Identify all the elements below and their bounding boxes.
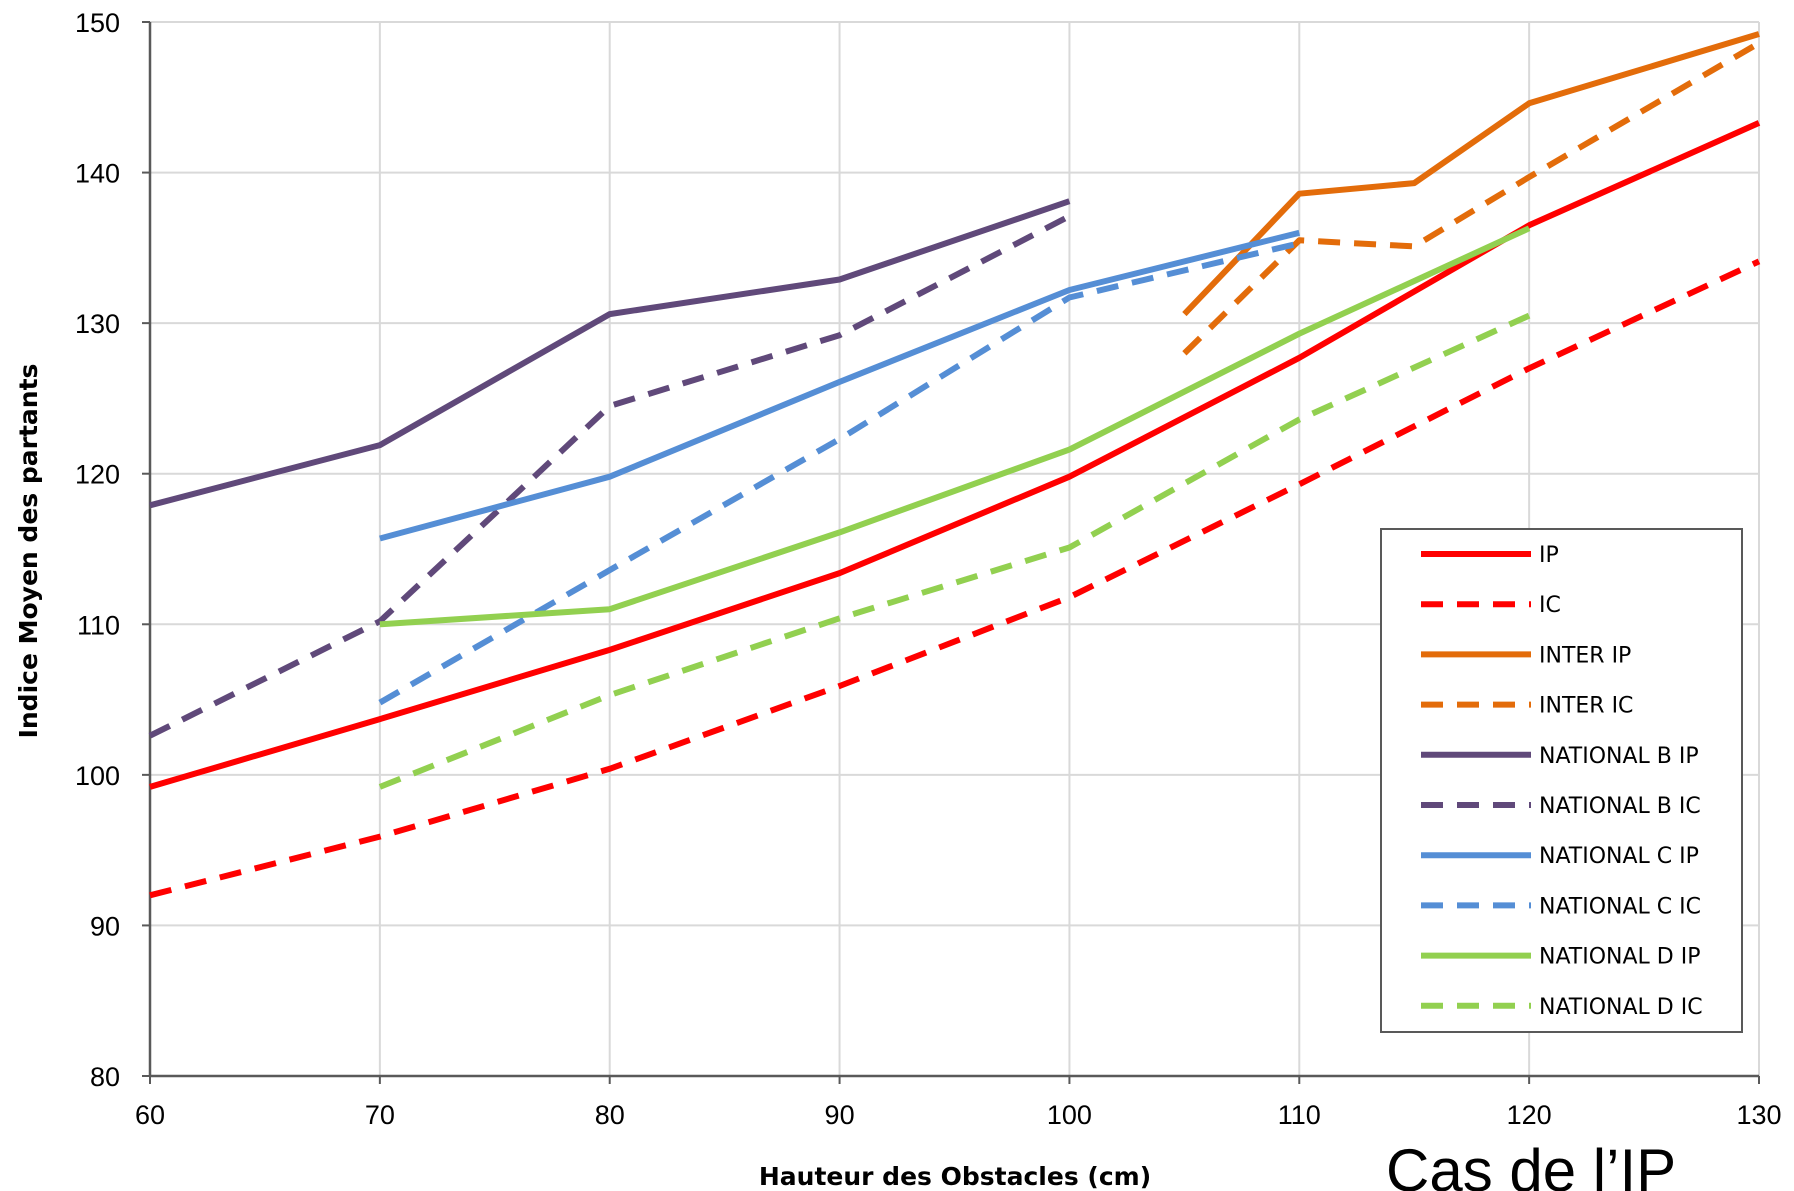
x-axis-title: Hauteur des Obstacles (cm) [759, 1162, 1151, 1191]
legend-label: NATIONAL B IP [1539, 744, 1699, 769]
y-tick-label: 110 [77, 610, 120, 640]
y-tick-label: 130 [75, 309, 120, 339]
y-tick-label: 120 [75, 460, 120, 490]
legend-label: INTER IP [1539, 643, 1631, 668]
series-line-national-d-ic [378, 312, 1531, 790]
series-line-ic [149, 258, 1761, 899]
legend-label: NATIONAL C IP [1539, 844, 1699, 869]
legend-label: NATIONAL B IC [1539, 794, 1701, 819]
y-tick-label: 100 [75, 761, 120, 791]
annotation-text: Cas de l’IP [1386, 1137, 1676, 1191]
series-line-national-c-ic [378, 240, 1300, 706]
legend-label: NATIONAL D IC [1539, 995, 1703, 1020]
legend-label: IP [1539, 543, 1559, 568]
series-line-national-b-ip [149, 198, 1071, 509]
series-line-national-c-ip [379, 229, 1301, 542]
legend-label: IC [1539, 593, 1561, 618]
legend: IP IC INTER IP INTER IC NATIONAL B IP NATIONA… [1380, 528, 1743, 1033]
y-tick-label: 90 [90, 911, 120, 941]
tick-labels: 60 70 80 90 100 110 120 130 80 90 100 110 120 130 140 1… [75, 8, 1782, 1130]
y-tick-label: 140 [75, 159, 120, 189]
y-tick-label: 150 [75, 8, 120, 38]
x-tick-label: 100 [1047, 1100, 1092, 1130]
legend-label: NATIONAL D IP [1539, 945, 1701, 970]
x-tick-label: 110 [1278, 1100, 1321, 1130]
axes [142, 21, 1760, 1084]
legend-label: NATIONAL C IC [1539, 894, 1701, 919]
x-tick-label: 80 [595, 1100, 625, 1130]
x-tick-label: 130 [1736, 1100, 1781, 1130]
legend-box [1380, 528, 1743, 1033]
x-tick-label: 90 [825, 1100, 855, 1130]
y-tick-label: 80 [90, 1062, 120, 1092]
series-line-national-d-ip [379, 225, 1531, 628]
x-tick-label: 70 [365, 1100, 395, 1130]
x-tick-label: 60 [135, 1100, 165, 1130]
series-line-inter-ic [1182, 40, 1761, 356]
y-axis-title: Indice Moyen des partants [14, 364, 43, 739]
series-lines [148, 31, 1761, 899]
legend-label: INTER IC [1539, 694, 1633, 719]
x-tick-label: 120 [1507, 1100, 1552, 1130]
series-line-inter-ip [1182, 31, 1760, 317]
